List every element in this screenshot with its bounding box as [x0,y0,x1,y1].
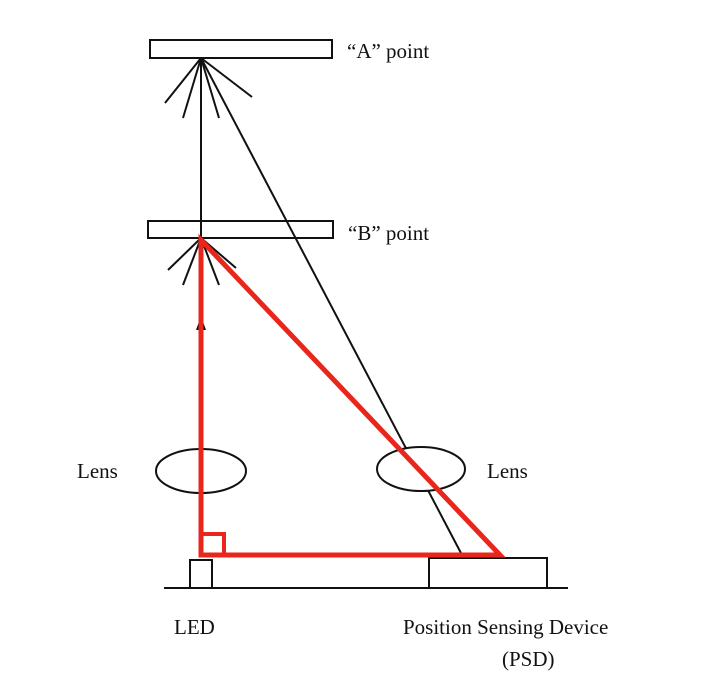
scatter-rays-a [164,57,253,119]
led-block [189,559,213,589]
label-psd-line1: Position Sensing Device [403,615,608,639]
surface-a [149,39,333,59]
label-point-b: “B” point [348,221,429,245]
psd-block [428,557,548,589]
right-angle-marker [199,532,226,557]
label-lens-right: Lens [487,459,528,483]
label-led: LED [174,615,215,639]
label-lens-left: Lens [77,459,118,483]
label-point-a: “A” point [347,39,429,63]
label-psd-line2: (PSD) [502,647,555,671]
triangulation-triangle [198,233,506,558]
surface-b [147,220,334,239]
